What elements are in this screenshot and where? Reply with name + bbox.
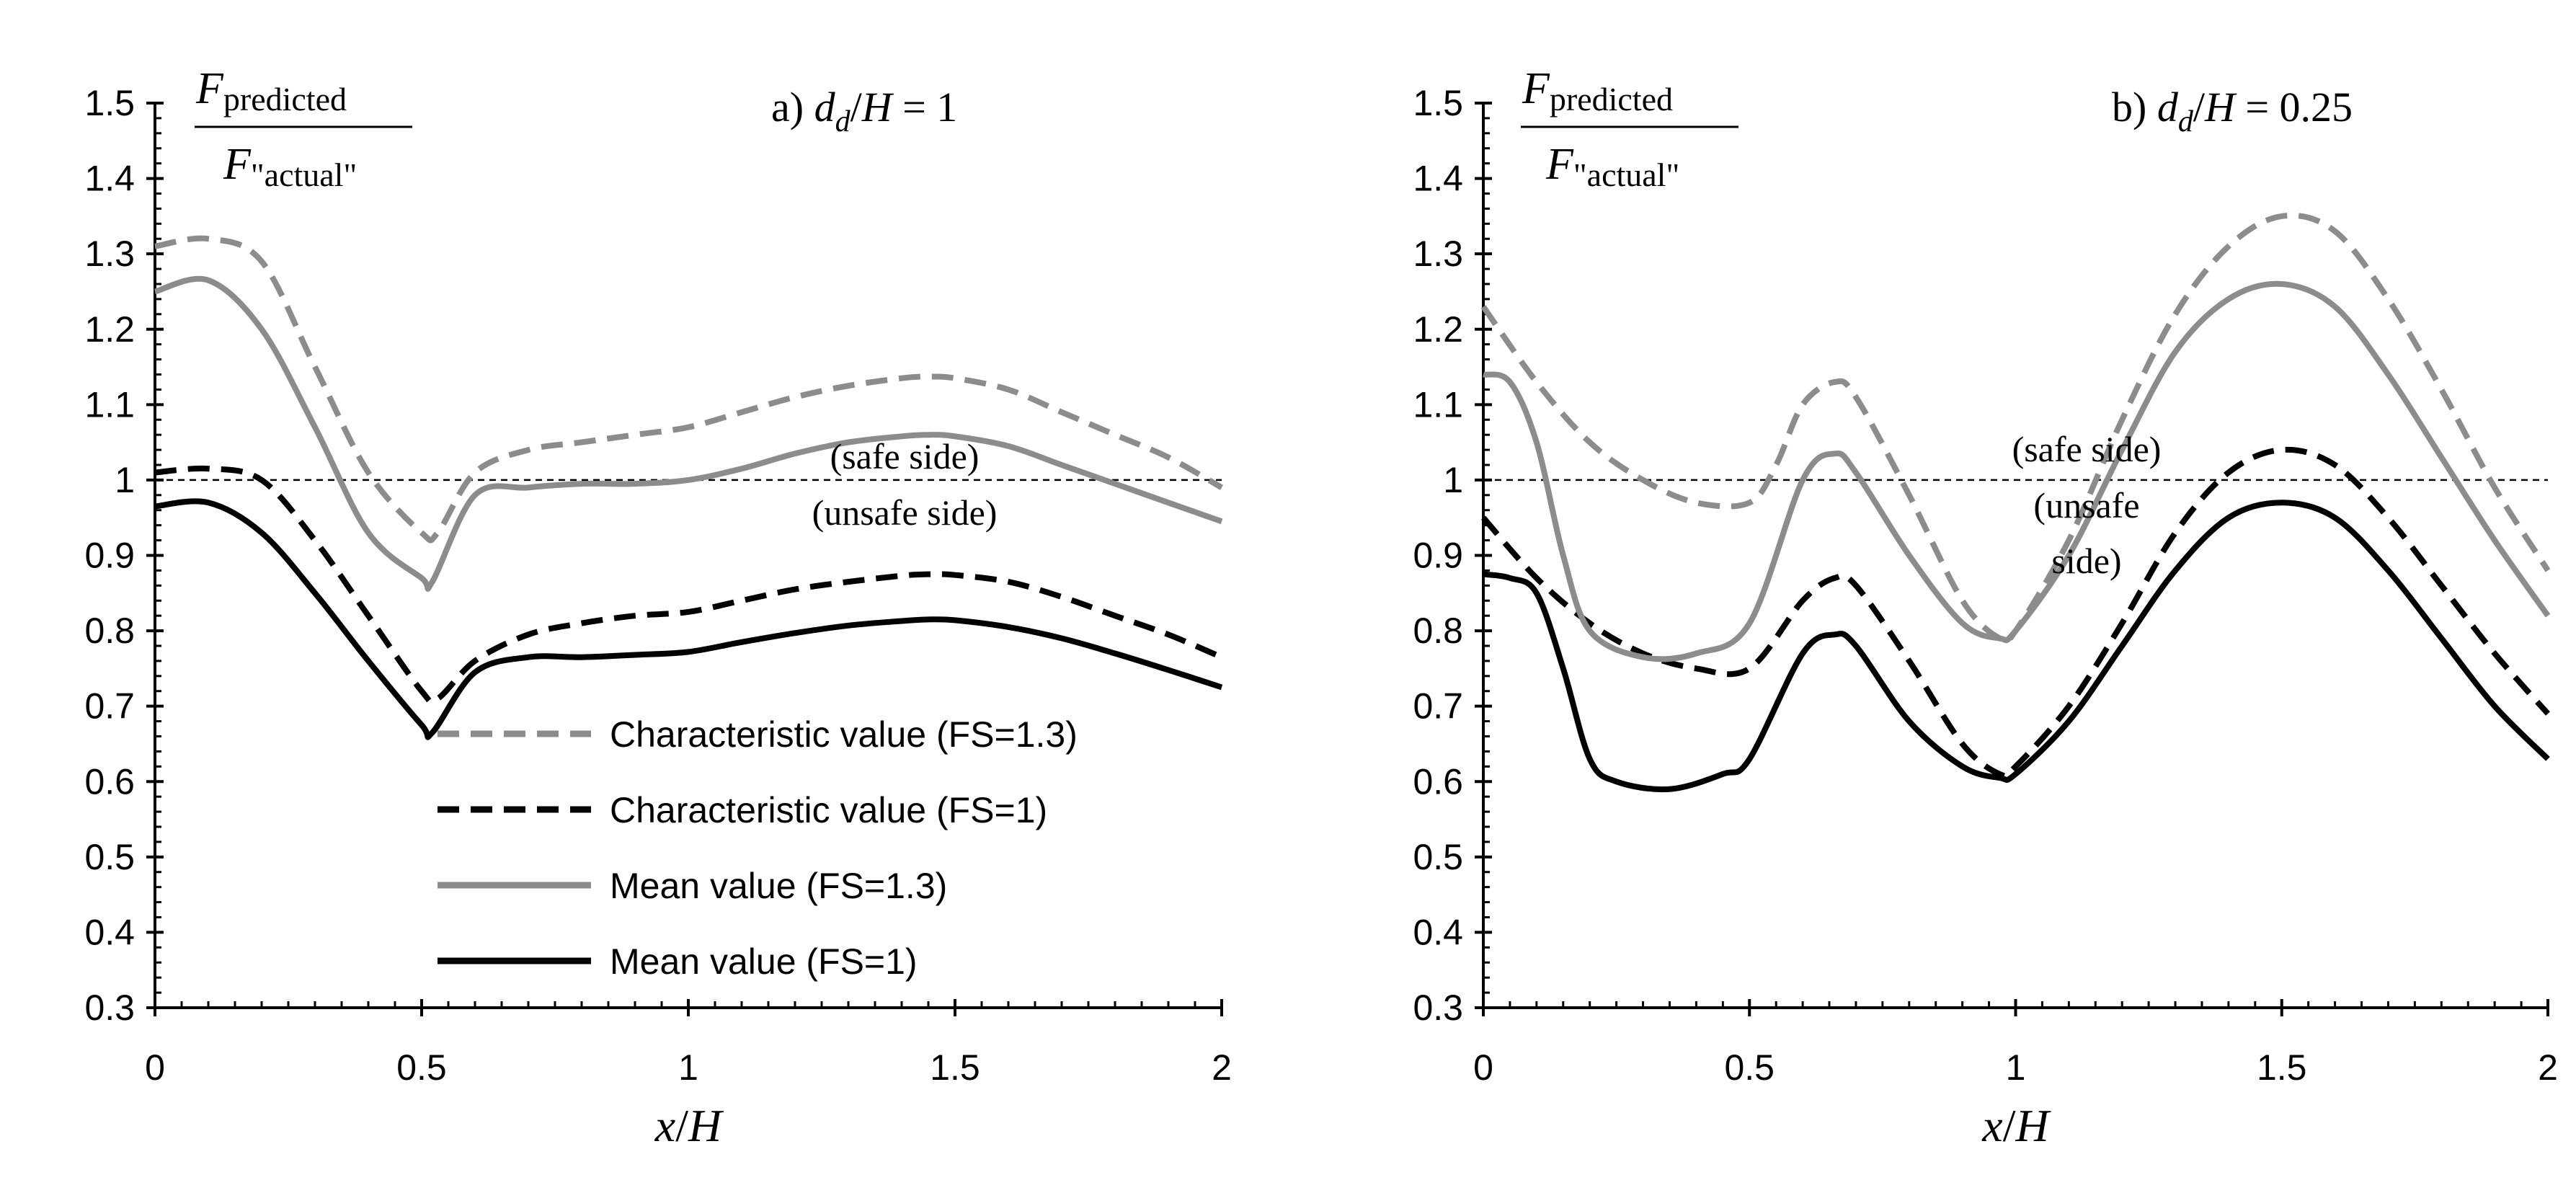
y-tick-label: 1.5: [1413, 83, 1463, 123]
annotation-3: side): [2051, 541, 2121, 581]
series-line-2: [1480, 446, 2550, 779]
x-tick-label: 1: [2006, 1047, 2026, 1088]
y-tick-label: 1.4: [84, 159, 135, 199]
x-tick-label: 2: [1212, 1047, 1232, 1088]
y-label-denominator: F"actual": [1545, 140, 1679, 193]
y-tick-label: 1: [115, 460, 135, 500]
x-tick-label: 0: [145, 1047, 165, 1088]
x-axis-label: x/H: [654, 1100, 724, 1151]
series-line-3: [1482, 280, 2551, 662]
series-line-1: [154, 235, 1223, 544]
x-tick-label: 1.5: [2257, 1047, 2307, 1088]
y-tick-label: 0.3: [1413, 988, 1463, 1028]
legend-label-2: Characteristic value (FS=1): [610, 790, 1047, 830]
x-tick-label: 2: [2538, 1047, 2558, 1088]
y-tick-label: 1.3: [84, 234, 135, 274]
y-tick-label: 1.1: [1413, 384, 1463, 425]
annotation-1: (safe side): [2012, 429, 2162, 469]
y-tick-label: 1.2: [1413, 309, 1463, 350]
y-tick-label: 0.4: [1413, 912, 1463, 952]
y-tick-label: 0.9: [84, 536, 135, 576]
panel-a: 0.3 0.4 0.5 0.6 0.7 0.8 0.9 1 1.1 1.2 1.3 1.4 1.5 0 0.…: [84, 64, 1231, 1151]
x-tick-label: 0: [1473, 1047, 1493, 1088]
legend-label-4: Mean value (FS=1): [610, 941, 918, 982]
y-tick-label: 0.8: [84, 611, 135, 651]
y-tick-label: 0.7: [84, 686, 135, 727]
y-tick-label: 0.7: [1413, 686, 1463, 727]
y-label-denominator: F"actual": [223, 140, 357, 193]
y-tick-label: 0.3: [84, 988, 135, 1028]
x-tick-label: 0.5: [396, 1047, 447, 1088]
annotation-2: (unsafe: [2033, 485, 2139, 525]
panel-title: b) dd/H = 0.25: [2112, 84, 2353, 138]
y-tick-label: 0.5: [84, 837, 135, 877]
panel-b: 0.3 0.4 0.5 0.6 0.7 0.8 0.9 1 1.1 1.2 1.3 1.4 1.5 0 0.…: [1413, 64, 2557, 1151]
y-tick-label: 0.6: [84, 761, 135, 802]
x-tick-label: 1.5: [930, 1047, 980, 1088]
y-tick-label: 0.8: [1413, 611, 1463, 651]
y-tick-label: 0.4: [84, 912, 135, 952]
y-tick-label: 1.5: [84, 83, 135, 123]
annotation-1: (safe side): [830, 436, 980, 476]
y-tick-label: 1.2: [84, 309, 135, 350]
series-line-4: [154, 498, 1223, 740]
y-label-numerator: Fpredicted: [195, 64, 347, 117]
y-label-numerator: Fpredicted: [1522, 64, 1673, 117]
y-tick-label: 1.4: [1413, 159, 1463, 199]
y-tick-label: 0.9: [1413, 536, 1463, 576]
y-tick-label: 1.3: [1413, 234, 1463, 274]
annotation-2: (unsafe side): [812, 492, 998, 533]
legend-label-1: Characteristic value (FS=1.3): [610, 714, 1078, 755]
legend-label-3: Mean value (FS=1.3): [610, 866, 947, 906]
x-tick-label: 1: [678, 1047, 698, 1088]
y-tick-label: 0.6: [1413, 761, 1463, 802]
x-tick-label: 0.5: [1724, 1047, 1775, 1088]
series-line-3: [154, 275, 1223, 592]
y-tick-label: 1: [1443, 460, 1463, 500]
panel-title: a) dd/H = 1: [771, 84, 957, 138]
y-tick-label: 1.1: [84, 384, 135, 425]
series-line-2: [154, 465, 1223, 705]
legend: Characteristic value (FS=1.3) Characteris…: [438, 714, 1078, 982]
x-axis-label: x/H: [1981, 1100, 2051, 1151]
y-tick-label: 0.5: [1413, 837, 1463, 877]
series-line-4: [1483, 500, 2550, 793]
